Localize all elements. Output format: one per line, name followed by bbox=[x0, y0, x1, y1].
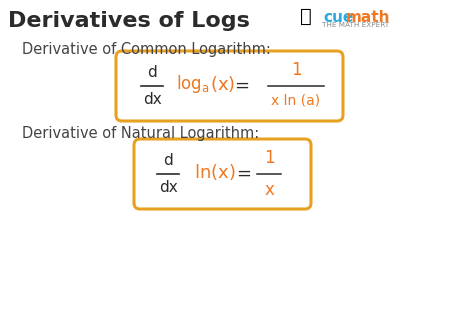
Text: 1: 1 bbox=[264, 149, 274, 167]
Text: d: d bbox=[163, 153, 173, 168]
Text: x ln (a): x ln (a) bbox=[271, 93, 320, 107]
Text: d: d bbox=[147, 65, 157, 80]
FancyBboxPatch shape bbox=[116, 51, 343, 121]
Text: math: math bbox=[346, 10, 390, 25]
FancyBboxPatch shape bbox=[134, 139, 311, 209]
Text: 🚀: 🚀 bbox=[300, 7, 312, 26]
Text: $\mathregular{(x)}$: $\mathregular{(x)}$ bbox=[210, 74, 235, 94]
Text: THE MATH EXPERT: THE MATH EXPERT bbox=[322, 22, 389, 28]
Text: dx: dx bbox=[159, 180, 177, 195]
Text: Derivatives of Logs: Derivatives of Logs bbox=[8, 11, 250, 31]
Text: Derivative of Common Logarithm:: Derivative of Common Logarithm: bbox=[22, 42, 271, 57]
Text: $\mathregular{log_a}$: $\mathregular{log_a}$ bbox=[176, 73, 210, 95]
Text: =: = bbox=[237, 165, 251, 183]
Text: cue: cue bbox=[323, 10, 353, 25]
Text: =: = bbox=[234, 77, 250, 95]
Text: Derivative of Natural Logarithm:: Derivative of Natural Logarithm: bbox=[22, 126, 259, 141]
Text: x: x bbox=[264, 181, 274, 199]
Text: dx: dx bbox=[143, 92, 162, 107]
Text: 1: 1 bbox=[291, 61, 301, 79]
Text: $\mathregular{ln(x)}$: $\mathregular{ln(x)}$ bbox=[194, 162, 236, 182]
